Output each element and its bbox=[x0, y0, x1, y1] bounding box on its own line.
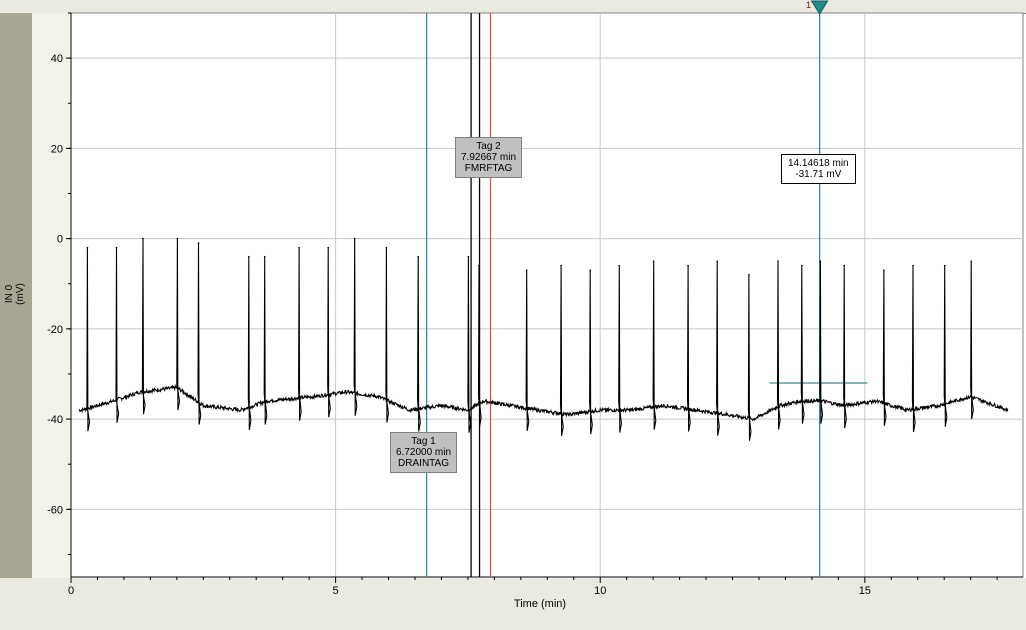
cursor-handle-icon[interactable] bbox=[810, 0, 829, 15]
spike-peak bbox=[843, 264, 845, 267]
y-tick-label: -60 bbox=[47, 504, 63, 516]
spike-peak bbox=[86, 246, 89, 249]
y-axis-panel bbox=[32, 13, 70, 578]
x-axis-panel bbox=[0, 578, 1026, 630]
y-tick-label: -20 bbox=[47, 324, 63, 336]
tag1-annotation[interactable]: Tag 1 6.72000 min DRAINTAG bbox=[390, 432, 458, 473]
spike-peak bbox=[970, 260, 972, 262]
spike-peak bbox=[263, 255, 266, 258]
tag1-name: DRAINTAG bbox=[398, 458, 449, 469]
y-axis-strip bbox=[0, 13, 32, 578]
spike-peak bbox=[883, 269, 885, 271]
voltage-trace bbox=[78, 238, 1009, 441]
spike-peak bbox=[248, 255, 250, 258]
spike-peak bbox=[353, 237, 356, 240]
spike-peak bbox=[912, 264, 914, 267]
tag1-time: 6.72000 min bbox=[396, 447, 452, 458]
spike-peak bbox=[589, 269, 591, 271]
spike-peak bbox=[176, 237, 179, 240]
x-tick-label: 0 bbox=[68, 585, 74, 597]
x-axis-label: Time (min) bbox=[513, 598, 567, 610]
spike-peak bbox=[716, 260, 718, 262]
y-tick-label: -40 bbox=[47, 414, 63, 426]
spike-peak bbox=[197, 242, 200, 244]
x-tick-label: 10 bbox=[594, 585, 606, 597]
plot-area bbox=[70, 12, 1024, 578]
tag1-title: Tag 1 bbox=[411, 436, 436, 447]
tag2-title: Tag 2 bbox=[476, 141, 501, 152]
x-tick-label: 5 bbox=[333, 585, 339, 597]
cursor-readout: 14.14618 min -31.71 mV bbox=[781, 154, 856, 184]
spike-peak bbox=[525, 269, 528, 271]
spike-peak bbox=[618, 264, 621, 267]
cursor-number: 1 bbox=[806, 0, 812, 10]
spike-peak bbox=[385, 246, 388, 249]
spike-peak bbox=[819, 260, 822, 262]
spike-peak bbox=[417, 255, 419, 258]
spike-peak bbox=[748, 273, 750, 276]
x-tick-label: 15 bbox=[859, 585, 871, 597]
spike-peak bbox=[687, 264, 689, 267]
spike-peak bbox=[943, 264, 946, 267]
spike-peak bbox=[560, 264, 562, 267]
spike-peak bbox=[327, 246, 329, 249]
spike-peak bbox=[777, 260, 779, 262]
tag2-annotation[interactable]: Tag 2 7.92667 min FMRFTAG bbox=[455, 137, 523, 178]
tag2-time: 7.92667 min bbox=[461, 152, 517, 163]
cursor-value: -31.71 mV bbox=[795, 169, 842, 180]
spike-peak bbox=[298, 246, 300, 249]
y-tick-label: 40 bbox=[51, 53, 63, 65]
spike-peak bbox=[142, 237, 144, 240]
y-tick-label: 0 bbox=[57, 234, 63, 246]
spike-peak bbox=[115, 246, 118, 249]
tag2-name: FMRFTAG bbox=[464, 163, 513, 174]
spike-peak bbox=[801, 264, 803, 267]
cursor-time: 14.14618 min bbox=[788, 158, 849, 169]
spike-peak bbox=[652, 260, 655, 262]
y-tick-label: 20 bbox=[51, 143, 63, 155]
spike-peak bbox=[467, 255, 470, 258]
spike-peak bbox=[478, 264, 480, 267]
